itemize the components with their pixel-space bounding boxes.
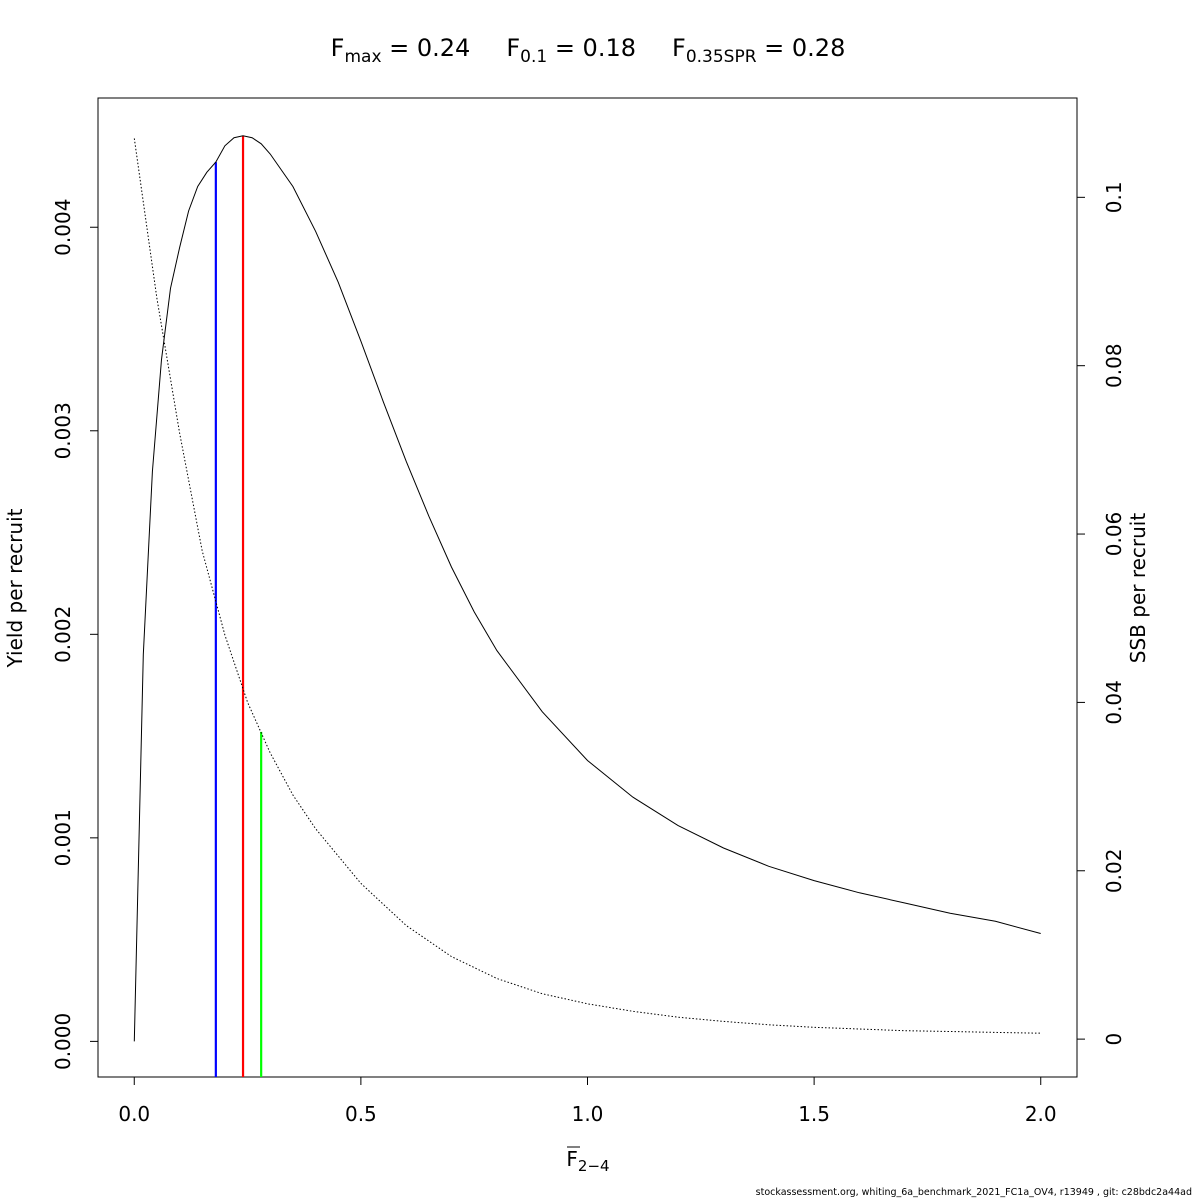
x-label-base: F: [566, 1147, 578, 1171]
title-part-base: F: [672, 34, 686, 62]
y-axis-right: 0 0.02 0.04 0.06 0.08 0.1: [1077, 181, 1126, 1045]
plot-frame: [97, 97, 1078, 1078]
reference-lines: [214, 135, 263, 1077]
y-left-tick-label: 0.000: [51, 1013, 75, 1070]
chart-title: Fmax = 0.24 F0.1 = 0.18 F0.35SPR = 0.28: [331, 34, 846, 67]
x-tick-label: 2.0: [1025, 1102, 1057, 1126]
y-left-tick-label: 0.004: [51, 199, 75, 256]
x-tick-label: 1.0: [572, 1102, 604, 1126]
title-part-value: = 0.28: [757, 34, 846, 62]
y-right-tick-label: 0.02: [1102, 849, 1126, 894]
title-part-value: = 0.24: [382, 34, 471, 62]
y-axis-left-label: Yield per recruit: [3, 508, 27, 668]
footer-attribution: stockassessment.org, whiting_6a_benchmar…: [755, 1187, 1192, 1198]
series-layer: [133, 135, 1041, 1042]
x-tick-label: 1.5: [798, 1102, 830, 1126]
x-axis-label: F2−4: [566, 1146, 610, 1175]
y-right-tick-label: 0.08: [1102, 343, 1126, 388]
series-line-ssb: [133, 138, 1041, 1034]
x-label-text: F2−4: [566, 1147, 609, 1175]
title-gap: [636, 34, 672, 62]
y-right-tick-label: 0: [1102, 1033, 1126, 1046]
y-left-tick-label: 0.001: [51, 809, 75, 866]
title-part-base: F: [331, 34, 345, 62]
y-right-tick-label: 0.1: [1102, 181, 1126, 213]
title-text: Fmax = 0.24 F0.1 = 0.18 F0.35SPR = 0.28: [331, 34, 846, 67]
x-axis: 0.0 0.5 1.0 1.5 2.0: [118, 1077, 1057, 1126]
series-line-yield: [133, 135, 1041, 1042]
title-part-sub: 0.35SPR: [686, 47, 757, 67]
title-gap: [470, 34, 506, 62]
title-part-value: = 0.18: [547, 34, 636, 62]
y-right-tick-label: 0.06: [1102, 512, 1126, 557]
x-label-sub: 2−4: [578, 1157, 610, 1175]
y-axis-left: 0.000 0.001 0.002 0.003 0.004: [51, 199, 98, 1070]
y-left-tick-label: 0.003: [51, 402, 75, 459]
x-tick-label: 0.5: [345, 1102, 377, 1126]
y-axis-right-label: SSB per recruit: [1126, 513, 1150, 664]
title-part-sub: max: [344, 47, 381, 67]
y-right-tick-label: 0.04: [1102, 680, 1126, 725]
y-left-tick-label: 0.002: [51, 606, 75, 663]
x-tick-label: 0.0: [118, 1102, 150, 1126]
title-part-base: F: [506, 34, 520, 62]
title-part-sub: 0.1: [520, 47, 547, 67]
